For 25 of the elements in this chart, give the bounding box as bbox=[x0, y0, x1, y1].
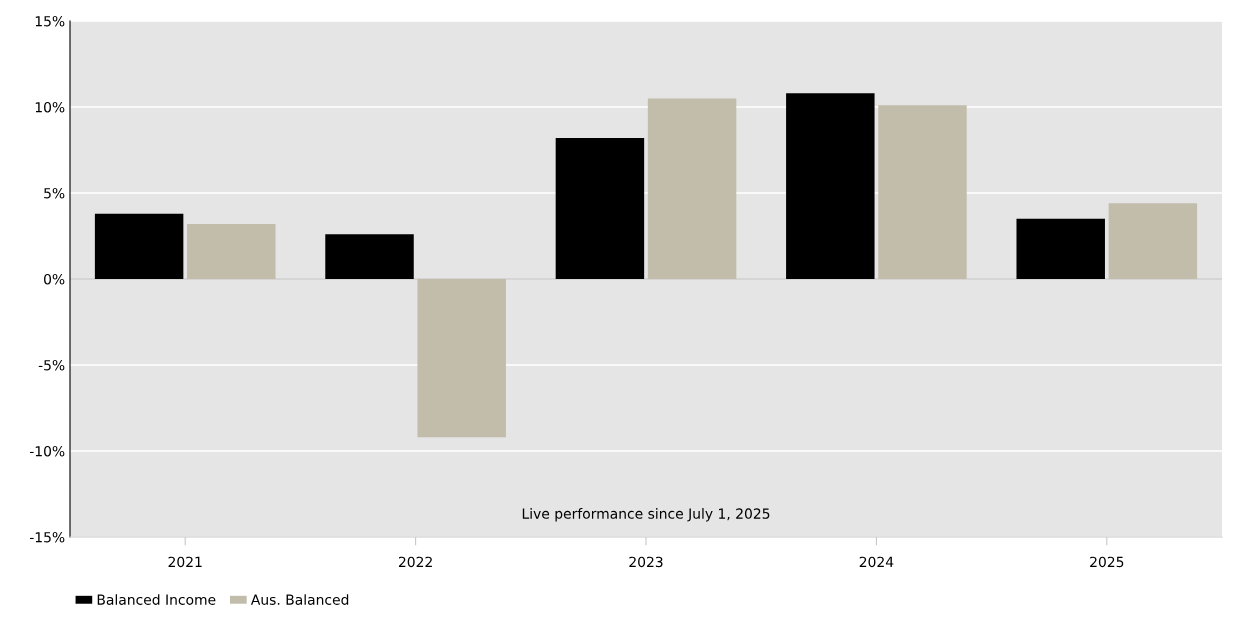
y-tick-label: 15% bbox=[35, 15, 65, 27]
legend-label: Balanced Income bbox=[97, 594, 216, 605]
bar bbox=[94, 213, 184, 279]
bar bbox=[1108, 203, 1198, 279]
bar bbox=[417, 279, 506, 438]
x-tick-label: 2021 bbox=[168, 556, 202, 568]
bar bbox=[878, 105, 967, 279]
bar bbox=[187, 223, 276, 279]
x-tick-label: 2022 bbox=[398, 556, 432, 568]
bar bbox=[1016, 218, 1105, 279]
y-tick-label: -15% bbox=[29, 531, 65, 543]
bar bbox=[325, 234, 414, 279]
y-tick-label: 5% bbox=[44, 187, 65, 199]
bar bbox=[555, 137, 645, 279]
y-tick-label: -5% bbox=[38, 359, 65, 371]
legend-label: Aus. Balanced bbox=[250, 594, 349, 605]
y-tick-label: 0% bbox=[44, 273, 65, 285]
bar bbox=[786, 93, 875, 279]
y-tick-label: 10% bbox=[35, 101, 65, 113]
x-tick-label: 2024 bbox=[859, 556, 894, 568]
x-tick-label: 2025 bbox=[1090, 556, 1124, 568]
y-tick-label: -10% bbox=[29, 445, 65, 457]
annotation: Live performance since July 1, 2025 bbox=[522, 508, 770, 522]
bar bbox=[647, 98, 737, 279]
x-tick-label: 2023 bbox=[629, 556, 663, 568]
